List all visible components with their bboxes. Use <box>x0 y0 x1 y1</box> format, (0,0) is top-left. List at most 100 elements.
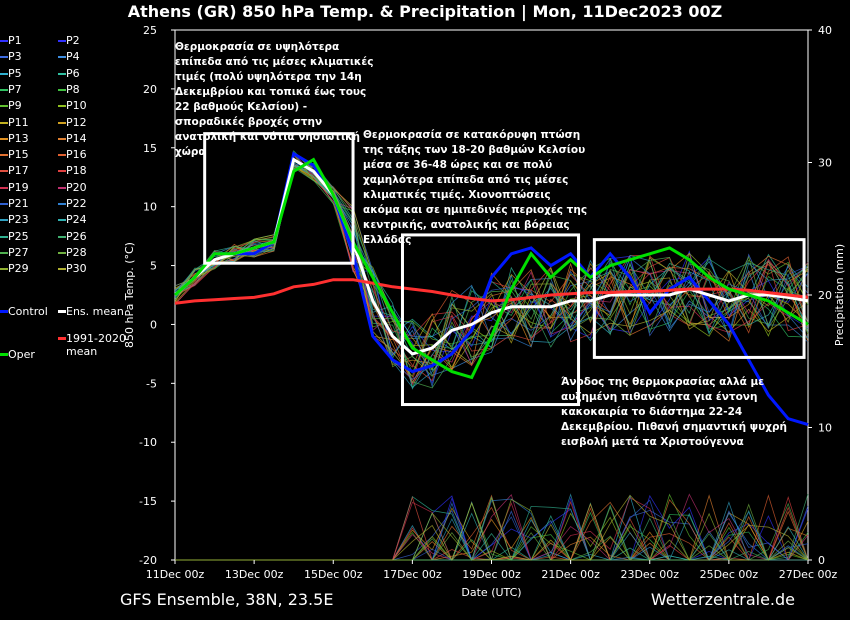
annotation-warm: Θερμοκρασία σε υψηλότερα επίπεδα από τις… <box>175 41 374 158</box>
y-axis-label: 850 hPa Temp. (°C) <box>123 242 136 348</box>
legend-item-p13-label: P13 <box>8 131 29 145</box>
x-tick-label-7: 25Dec 00z <box>700 568 759 581</box>
legend-item-climatology-swatch <box>58 337 66 340</box>
y-tick-label-4: 0 <box>150 318 157 331</box>
legend-item-p15-label: P15 <box>8 148 29 162</box>
legend-item-p27-swatch <box>0 251 8 254</box>
legend-item-ens-mean-swatch <box>58 310 66 313</box>
legend-item-p9-label: P9 <box>8 99 22 113</box>
legend-item-p12-swatch <box>58 121 66 124</box>
legend-item-p28-swatch <box>58 251 66 254</box>
footer-site: Wetterzentrale.de <box>650 590 795 609</box>
legend-item-p4-swatch <box>58 56 66 59</box>
legend-item-p10-swatch <box>58 105 66 108</box>
highlight-box-0 <box>203 132 355 265</box>
legend-item-p6-label: P6 <box>66 66 80 80</box>
legend-item-p7-swatch <box>0 88 8 91</box>
x-tick-label-2: 15Dec 00z <box>304 568 363 581</box>
legend-item-p14-swatch <box>58 137 66 140</box>
legend-item-oper-swatch <box>0 353 8 356</box>
legend-item-p19-label: P19 <box>8 180 29 194</box>
legend-item-p21-label: P21 <box>8 197 29 210</box>
y-tick-label-9: 25 <box>143 24 157 37</box>
legend-item-p23-swatch <box>0 219 8 222</box>
legend-item-p27-label: P27 <box>8 245 29 259</box>
highlight-box-1 <box>400 233 581 407</box>
legend-item-p7-label: P7 <box>8 82 22 96</box>
legend-item-p12-label: P12 <box>66 115 87 129</box>
legend-item-p24-swatch <box>58 219 66 222</box>
legend-item-p21-swatch <box>0 203 8 205</box>
y-tick-label-2: -10 <box>139 436 157 449</box>
legend-item-p1-label: P1 <box>8 34 22 47</box>
legend-item-p22-label: P22 <box>66 197 87 210</box>
y-tick-label-1: -15 <box>139 495 157 508</box>
y2-axis-label: Precipitation (mm) <box>833 244 846 346</box>
x-axis-label: Date (UTC) <box>461 586 521 599</box>
legend-item-p18-label: P18 <box>66 164 87 178</box>
legend-item-p11-swatch <box>0 121 8 124</box>
legend-item-p22-swatch <box>58 203 66 205</box>
legend-item-p24-label: P24 <box>66 213 87 227</box>
legend-item-p30-label: P30 <box>66 262 87 276</box>
legend-item-p1-swatch <box>0 40 8 42</box>
y-tick-label-3: -5 <box>146 377 157 390</box>
legend-item-p29-swatch <box>0 268 8 271</box>
legend-item-p3-label: P3 <box>8 50 22 64</box>
legend-item-p20-swatch <box>58 186 66 189</box>
y-tick-label-5: 5 <box>150 260 157 273</box>
annotation-cold: Θερμοκρασία σε κατακόρυφη πτώση της τάξη… <box>363 129 588 246</box>
x-tick-label-1: 13Dec 00z <box>225 568 284 581</box>
legend-item-p15-swatch <box>0 154 8 157</box>
chart-title: Athens (GR) 850 hPa Temp. & Precipitatio… <box>127 2 723 21</box>
legend-item-p5-swatch <box>0 72 8 75</box>
legend-item-p25-swatch <box>0 235 8 238</box>
legend-item-ens-mean-label: Ens. mean <box>66 305 124 318</box>
annotation-recovery: Άνοδος της θερμοκρασίας αλλά με αυξημένη… <box>561 376 787 448</box>
legend-item-p17-swatch <box>0 170 8 173</box>
legend-item-p14-label: P14 <box>66 131 87 145</box>
legend-item-p28-label: P28 <box>66 245 87 259</box>
legend-item-p8-label: P8 <box>66 82 80 96</box>
legend-item-p3-swatch <box>0 56 8 59</box>
x-tick-label-4: 19Dec 00z <box>462 568 521 581</box>
legend-item-p6-swatch <box>58 72 66 75</box>
y2-tick-label-2: 20 <box>818 289 832 302</box>
legend-item-p17-label: P17 <box>8 164 29 178</box>
series-line-2 <box>174 278 809 305</box>
legend-item-p8-swatch <box>58 88 66 91</box>
y-tick-label-0: -20 <box>139 554 157 567</box>
legend-item-p5-label: P5 <box>8 66 22 80</box>
legend-item-p19-swatch <box>0 186 8 189</box>
legend-item-p18-swatch <box>58 170 66 173</box>
legend-item-p13-swatch <box>0 137 8 140</box>
y-tick-label-7: 15 <box>143 142 157 155</box>
legend-item-p4-label: P4 <box>66 50 80 64</box>
footer-model: GFS Ensemble, 38N, 23.5E <box>120 590 334 609</box>
x-tick-label-3: 17Dec 00z <box>383 568 442 581</box>
y2-tick-label-0: 0 <box>818 554 825 567</box>
x-tick-label-8: 27Dec 00z <box>779 568 838 581</box>
series-line-3 <box>174 157 809 380</box>
x-tick-label-0: 11Dec 00z <box>146 568 205 581</box>
legend-item-p26-swatch <box>58 235 66 238</box>
legend-item-p29-label: P29 <box>8 262 29 276</box>
legend-item-p23-label: P23 <box>8 213 29 227</box>
legend-item-p2-swatch <box>58 40 66 42</box>
legend-item-oper-label: Oper <box>8 348 35 361</box>
legend-item-climatology-label: 1991-2020 mean <box>66 332 126 358</box>
legend-item-p16-label: P16 <box>66 148 87 162</box>
x-tick-label-5: 21Dec 00z <box>541 568 600 581</box>
highlight-box-2 <box>592 238 806 359</box>
legend-item-p10-label: P10 <box>66 99 87 113</box>
legend-item-p25-label: P25 <box>8 229 29 243</box>
y2-tick-label-1: 10 <box>818 422 832 435</box>
legend-item-p16-swatch <box>58 154 66 157</box>
legend-item-p11-label: P11 <box>8 115 29 129</box>
legend-item-p30-swatch <box>58 268 66 271</box>
x-tick-label-6: 23Dec 00z <box>620 568 679 581</box>
y-tick-label-8: 20 <box>143 83 157 96</box>
legend-item-p20-label: P20 <box>66 180 87 194</box>
legend-item-p2-label: P2 <box>66 34 80 47</box>
